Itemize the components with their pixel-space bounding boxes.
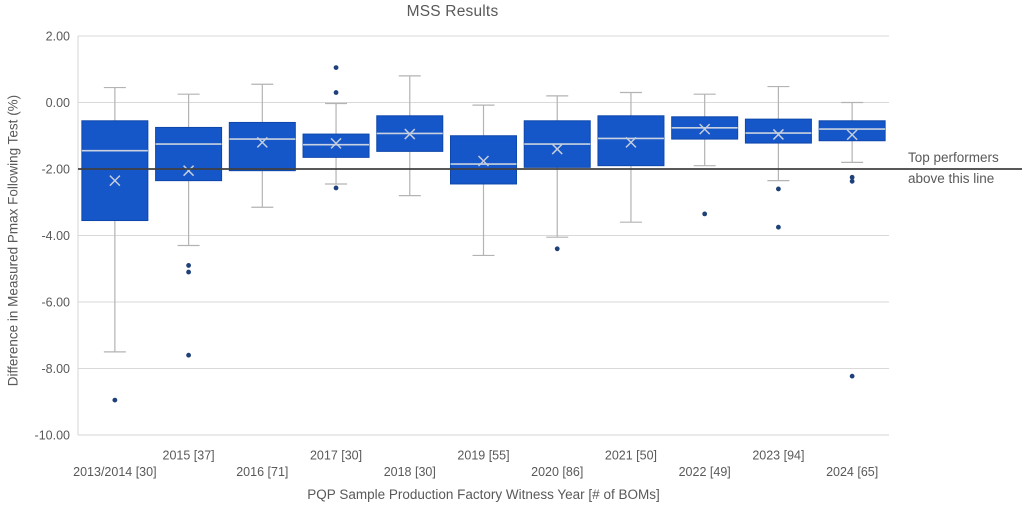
- mean-marker: [625, 136, 637, 148]
- x-category-label: 2013/2014 [30]: [73, 465, 156, 479]
- x-category-label: 2016 [71]: [236, 465, 288, 479]
- outlier-dot: [849, 178, 855, 184]
- box: [302, 133, 370, 158]
- reference-line-annotation: Top performers above this line: [908, 151, 1024, 193]
- outlier-dot: [849, 373, 855, 379]
- x-axis-title: PQP Sample Production Factory Witness Ye…: [307, 487, 660, 502]
- mean-marker: [699, 123, 711, 135]
- outlier-dot: [186, 269, 191, 275]
- annotation-line-1: Top performers: [908, 150, 999, 165]
- y-tick-label: -10.00: [35, 429, 70, 443]
- outlier-dot: [776, 186, 781, 192]
- mean-marker: [183, 165, 195, 177]
- y-tick-label: -8.00: [42, 362, 71, 376]
- outlier-dot: [333, 185, 339, 191]
- box: [450, 135, 517, 185]
- x-category-label: 2022 [49]: [679, 465, 731, 479]
- outlier-dot: [112, 397, 118, 403]
- x-category-label: 2024 [65]: [826, 465, 878, 479]
- annotation-line-2: above this line: [908, 171, 995, 186]
- mean-marker: [477, 155, 490, 167]
- mean-marker: [330, 137, 342, 149]
- outlier-dot: [849, 174, 855, 180]
- outlier-dot: [186, 352, 191, 358]
- x-category-label: 2020 [86]: [531, 465, 583, 479]
- mean-marker: [551, 143, 563, 155]
- box: [81, 120, 149, 222]
- mean-marker: [109, 175, 121, 187]
- y-tick-label: 2.00: [46, 30, 70, 44]
- outlier-dot: [554, 246, 560, 252]
- mean-marker: [846, 129, 858, 141]
- x-category-label: 2021 [50]: [605, 449, 657, 463]
- x-category-label: 2019 [55]: [457, 449, 509, 463]
- outlier-dot: [702, 211, 708, 217]
- outlier-dot: [333, 90, 339, 95]
- box: [744, 118, 812, 144]
- y-axis-title: Difference in Measured Pmax Following Te…: [5, 94, 21, 387]
- y-tick-label: 0.00: [46, 96, 70, 110]
- y-tick-label: -6.00: [42, 296, 71, 310]
- mean-marker: [404, 128, 416, 140]
- x-category-label: 2023 [94]: [752, 449, 804, 463]
- mean-marker: [256, 136, 268, 148]
- x-category-label: 2017 [30]: [310, 449, 362, 463]
- outlier-dot: [776, 224, 781, 230]
- x-category-label: 2015 [37]: [163, 449, 215, 463]
- y-tick-label: -2.00: [42, 163, 71, 177]
- box: [597, 115, 665, 167]
- x-category-label: 2018 [30]: [384, 465, 436, 479]
- box: [818, 120, 886, 142]
- box: [228, 121, 296, 172]
- box: [155, 126, 223, 182]
- chart-title: MSS Results: [406, 3, 499, 20]
- outlier-dot: [186, 263, 191, 268]
- mean-marker: [772, 128, 784, 140]
- y-tick-label: -4.00: [42, 229, 71, 243]
- outlier-dot: [333, 65, 339, 70]
